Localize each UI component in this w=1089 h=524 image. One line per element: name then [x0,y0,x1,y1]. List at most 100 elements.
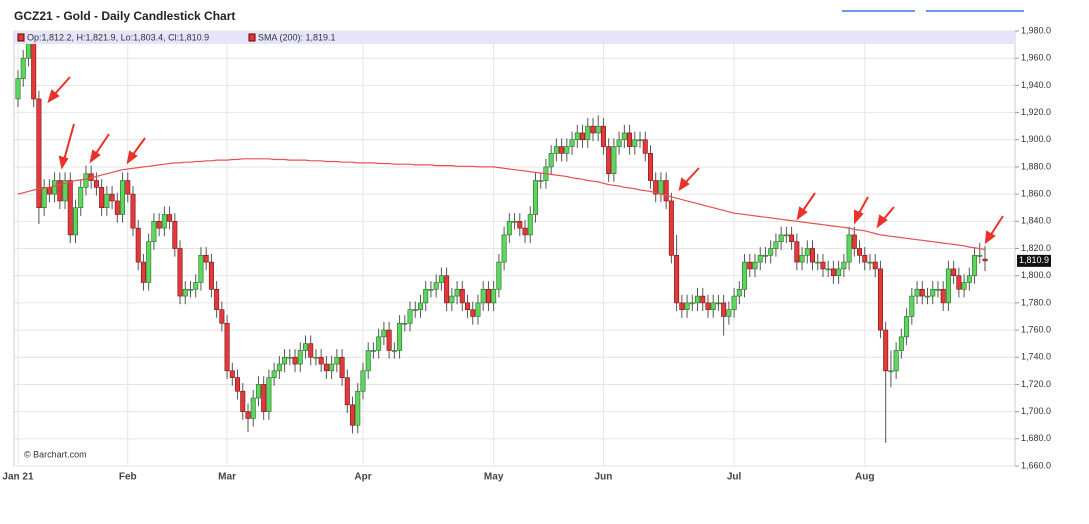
candle-body [762,254,768,257]
candle-body [350,404,356,426]
candle-body [224,322,230,372]
candle-body [187,288,193,291]
y-tick-label: 1,920.0 [1021,107,1051,117]
candle-body [261,384,267,412]
candle-body [99,187,105,209]
candle-body [93,180,99,188]
x-tick-label: Mar [218,472,236,483]
candle-body [130,193,136,229]
candle-body [308,343,314,358]
candle-body [449,295,455,304]
candle-body [909,295,915,317]
candle-body [930,288,936,297]
candle-body [156,221,162,229]
candle-body [83,173,89,188]
candle-body [637,139,643,142]
candle-body [433,282,439,290]
candle-body [423,288,429,304]
candle-body [642,139,648,154]
candle-body [114,200,120,215]
candle-body [407,309,413,324]
candle-body [945,268,951,304]
candle-body [517,221,523,229]
candle-body [689,302,695,305]
arrow [876,206,895,229]
candle-body [621,132,627,141]
candle-body [287,356,293,359]
candle-body [52,180,58,195]
candle-body [966,275,972,283]
candle-body [951,268,957,276]
candle-body [438,275,444,283]
y-tick-label: 1,880.0 [1021,161,1051,171]
candle-body [135,227,141,263]
arrow [89,133,110,164]
candle-body [569,139,575,147]
candle-body [376,336,382,351]
candle-body [506,221,512,236]
candle-body [417,302,423,310]
y-tick-label: 1,840.0 [1021,216,1051,226]
candle-body [339,356,345,378]
candle-body [527,214,533,236]
x-tick-label: Apr [354,472,371,483]
y-tick-label: 1,800.0 [1021,270,1051,280]
y-tick-label: 1,660.0 [1021,460,1051,470]
candle-body [590,125,596,134]
x-tick-label: May [484,472,504,483]
x-tick-label: Jul [727,472,742,483]
candle-body [172,221,178,249]
candle-body [595,125,601,134]
arrow [58,123,75,170]
candle-body [904,316,910,338]
candle-body [271,370,277,378]
x-tick-label: Aug [855,472,874,483]
candle-body [715,302,721,305]
candle-body [31,37,37,100]
candle-body [710,302,716,310]
candle-body [616,139,622,147]
arrow [47,76,71,104]
candle-body [370,350,376,352]
candle-body [512,221,518,223]
candle-body [877,268,883,331]
candle-body [167,214,173,222]
y-tick-label: 1,700.0 [1021,406,1051,416]
candle-body [836,268,842,276]
candle-body [632,139,638,147]
arrow [984,215,1004,245]
candle-body [140,261,146,283]
candle-body [229,370,235,378]
candle-body [57,180,63,202]
candle-body [888,370,894,373]
candle-body [203,254,209,263]
candle-body [857,248,863,256]
candle-body [480,288,486,304]
x-tick-label: Feb [119,472,137,483]
candle-body [647,153,653,181]
y-tick-label: 1,760.0 [1021,324,1051,334]
candle-body [522,227,528,236]
candle-body [961,282,967,290]
candle-body [62,180,68,202]
candle-body [956,275,962,290]
candle-body [475,302,481,317]
candle-body [292,356,298,365]
candle-body [386,329,392,351]
candle-body [219,309,225,324]
candle-body [747,261,753,270]
candle-body [282,356,288,365]
candle-body [146,241,152,283]
candle-body [804,248,810,256]
candle-body [731,295,737,310]
candle-body [935,288,941,291]
candle-body [768,248,774,256]
candle-body [402,322,408,325]
candle-body [872,261,878,270]
candle-body [925,295,931,298]
candle-body [235,377,241,392]
candle-body [365,350,371,372]
candle-body [705,302,711,310]
